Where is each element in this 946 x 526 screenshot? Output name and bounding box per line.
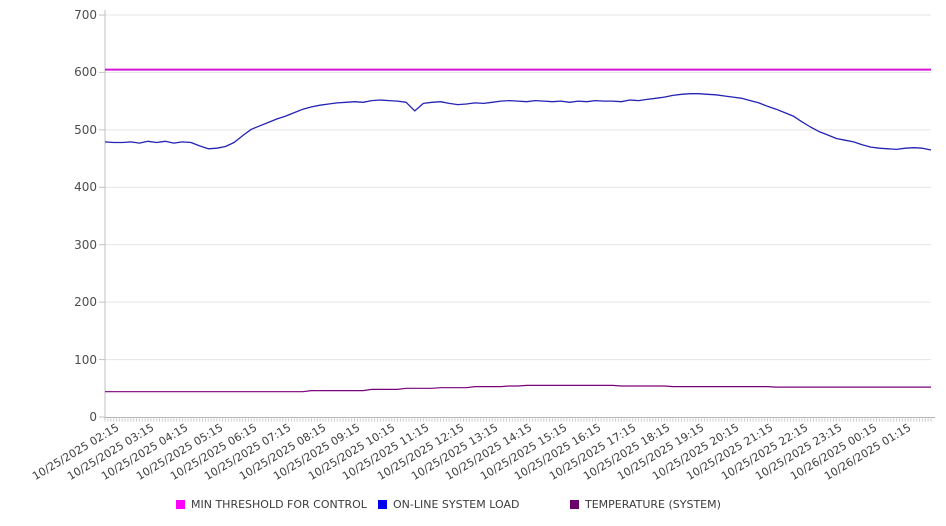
- y-tick-label: 700: [74, 8, 97, 22]
- legend-label: ON-LINE SYSTEM LOAD: [393, 498, 520, 511]
- y-tick-label: 600: [74, 65, 97, 80]
- y-tick-label: 0: [89, 410, 97, 424]
- legend-swatch-icon: [378, 500, 387, 509]
- legend-item-on-line-system-load: ON-LINE SYSTEM LOAD: [378, 497, 519, 512]
- legend-swatch-icon: [176, 500, 185, 509]
- legend-swatch-icon: [570, 500, 579, 509]
- legend-item-min-threshold-for-control: MIN THRESHOLD FOR CONTROL: [176, 497, 367, 512]
- y-tick-label: 400: [74, 180, 97, 195]
- y-tick-label: 300: [74, 237, 97, 252]
- y-axis-line: [99, 10, 106, 421]
- x-minor-ticks: [104, 418, 932, 422]
- legend: MIN THRESHOLD FOR CONTROL ON-LINE SYSTEM …: [0, 497, 946, 513]
- y-tick-label: 500: [74, 122, 97, 137]
- y-gridlines: [105, 14, 931, 361]
- series-line-on-line-system-load: [104, 93, 932, 151]
- legend-label: TEMPERATURE (SYSTEM): [585, 498, 721, 511]
- y-tick-label: 200: [74, 295, 97, 310]
- y-tick-label: 100: [74, 352, 97, 367]
- series-line-temperature-system: [105, 384, 931, 393]
- legend-label: MIN THRESHOLD FOR CONTROL: [191, 498, 367, 511]
- legend-item-temperature-system: TEMPERATURE (SYSTEM): [570, 497, 721, 512]
